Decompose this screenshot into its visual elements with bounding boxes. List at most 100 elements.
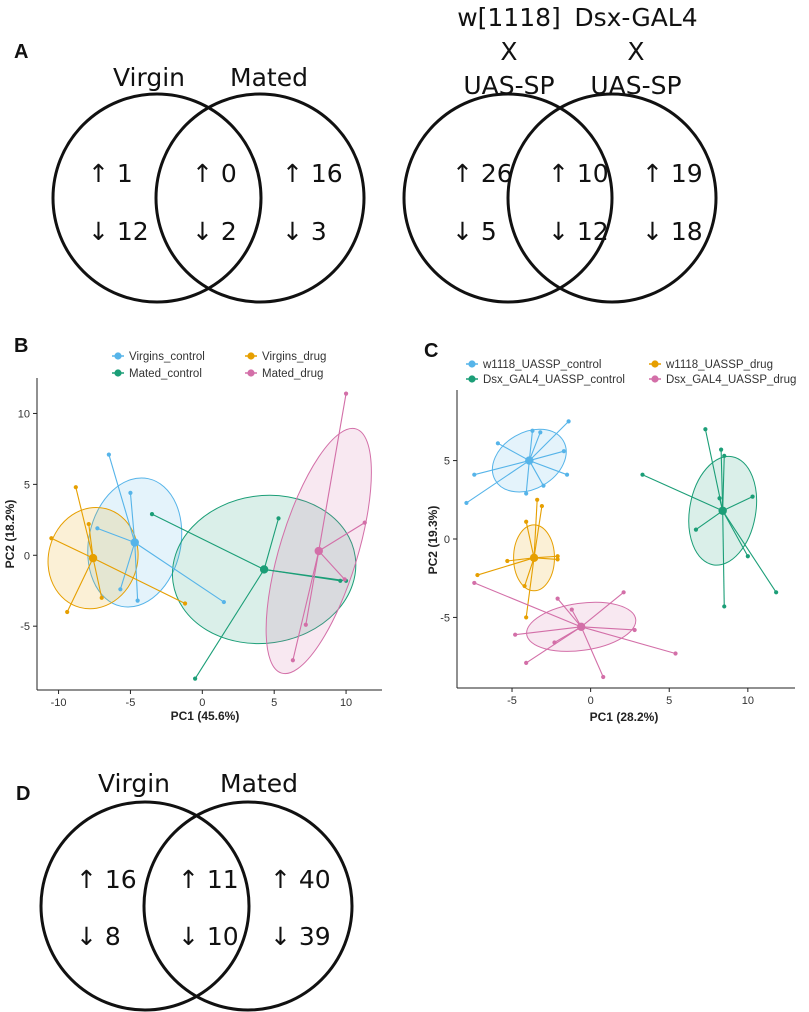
pca-c-spoke-0-5 (529, 450, 565, 462)
pca-c-point-3-6 (524, 660, 529, 666)
pca-c-point-2-6 (693, 527, 699, 532)
venn-a2-mid-up: ↑ 10 (548, 159, 609, 188)
venn-a2-left-up: ↑ 26 (452, 159, 513, 188)
pca-b-legend-item-0: Virgins_control (112, 351, 205, 363)
pca-b-point-1-2 (49, 536, 54, 541)
venn-a2-right-label-3: UAS-SP (590, 71, 681, 100)
pca-c-point-0-4 (566, 419, 571, 424)
venn-d-right-up: ↑ 40 (270, 865, 331, 894)
panel-letter-c: C (424, 340, 438, 362)
pca-c-legend-item-1: w1118_UASSP_drug (649, 359, 773, 371)
pca-b-point-3-3 (290, 658, 295, 663)
venn-a2-right-label-1: Dsx-GAL4 (574, 3, 697, 32)
pca-b-point-0-2 (95, 526, 100, 531)
pca-b-spokes (51, 393, 366, 679)
pca-c-point-0-2 (530, 428, 535, 433)
pca-c-point-3-4 (513, 632, 518, 637)
pca-b-y-label: PC2 (18.2%) (3, 500, 17, 569)
pca-c-spoke-0-9 (466, 460, 530, 504)
pca-b-y-tick-label-0: -5 (20, 621, 30, 633)
pca-b-point-0-5 (221, 599, 226, 605)
pca-b-legend-key-1 (247, 352, 255, 360)
pca-c-point-3-3 (472, 580, 477, 586)
venn-a1-mid-up: ↑ 0 (192, 159, 237, 188)
venn-a1-right-down: ↓ 3 (282, 217, 327, 246)
pca-c-axes: -5 0 5 10 -5 0 5 PC1 (28.2%) PC2 (19.3%) (426, 390, 795, 724)
pca-c-centroid-1 (529, 553, 539, 563)
pca-c-spoke-3-7 (580, 626, 604, 678)
pca-b-spoke-1-5 (92, 557, 186, 604)
pca-c-y-tick-label-2: 5 (444, 456, 450, 468)
venn-d-right-circle (142, 800, 354, 1012)
pca-c-point-2-0 (703, 427, 708, 432)
pca-b-legend-key-2 (114, 369, 122, 377)
venn-a2-left-circle (402, 92, 614, 304)
pca-c-point-2-1 (719, 447, 724, 452)
venn-d-mid-up: ↑ 11 (178, 865, 239, 894)
pca-c-spoke-2-6 (695, 510, 724, 531)
pca-b-spoke-3-4 (305, 550, 320, 625)
pca-c-point-3-0 (621, 590, 626, 595)
venn-d-virgin-mated: Virgin Mated ↑ 16 ↓ 8 ↑ 11 ↓ 10 ↑ 40 ↓ 3… (39, 769, 354, 1012)
pca-c-spoke-1-2 (525, 521, 535, 558)
pca-b-x-tick-label-0: -10 (51, 697, 67, 709)
pca-b-spoke-2-0 (151, 513, 265, 570)
venn-a1-left-up: ↑ 1 (88, 159, 133, 188)
pca-b-centroid-2 (259, 565, 269, 574)
pca-c-spoke-2-3 (642, 474, 723, 512)
pca-b-point-1-3 (65, 609, 70, 615)
pca-c-centroid-0 (525, 456, 534, 465)
venn-d-mid-down: ↓ 10 (178, 922, 239, 951)
pca-b-legend-label-1: Virgins_drug (262, 351, 326, 363)
pca-c-spoke-2-1 (720, 449, 724, 511)
pca-b-point-1-1 (86, 521, 91, 527)
venn-d-right-down: ↓ 39 (270, 922, 331, 951)
pca-b-centroid-0 (130, 538, 139, 547)
pca-b-point-3-2 (342, 577, 347, 582)
pca-c-point-3-9 (632, 627, 637, 633)
pca-c-spoke-3-4 (515, 626, 582, 636)
pca-b-spoke-3-1 (318, 522, 366, 552)
pca-c-legend: w1118_UASSP_control w1118_UASSP_drug Dsx_G… (466, 359, 796, 386)
pca-b-legend-label-2: Mated_control (129, 368, 202, 380)
pca-c-spoke-2-7 (722, 510, 749, 557)
pca-c-point-0-5 (561, 449, 567, 454)
pca-c-point-0-3 (538, 430, 543, 435)
pca-c-centroid-3 (576, 622, 586, 632)
pca-b-point-2-4 (193, 676, 198, 681)
pca-c-spoke-1-8 (525, 557, 535, 618)
pca-b-spoke-0-0 (108, 454, 136, 543)
pca-c-spoke-0-4 (528, 420, 570, 461)
pca-b-point-0-3 (118, 587, 123, 592)
pca-b-legend-key-3 (247, 369, 255, 377)
pca-c-point-3-5 (552, 640, 557, 645)
pca-c-point-1-2 (524, 519, 529, 524)
panel-letter-b: B (14, 335, 28, 357)
pca-c-spoke-3-6 (525, 626, 582, 664)
pca-c-point-0-7 (541, 483, 546, 488)
pca-b-spoke-0-5 (134, 542, 225, 603)
pca-c-spoke-3-3 (474, 582, 582, 628)
pca-c-spoke-1-7 (477, 557, 535, 576)
venn-a-genotypes: w[1118] X UAS-SP Dsx-GAL4 X UAS-SP ↑ 26 … (402, 3, 718, 304)
pca-b-point-3-0 (343, 391, 349, 396)
pca-c-spoke-1-1 (533, 499, 538, 558)
pca-c-x-tick-label-2: 5 (666, 695, 672, 707)
venn-a2-left-label-2: X (500, 37, 517, 66)
pca-c-point-2-5 (717, 496, 722, 501)
pca-b-x-tick-label-4: 10 (340, 697, 352, 709)
pca-c-spoke-0-0 (474, 460, 530, 476)
pca-c-point-1-5 (555, 557, 560, 562)
venn-a1-left-label: Virgin (113, 63, 185, 92)
pca-b-legend-item-3: Mated_drug (245, 368, 323, 380)
pca-chart-c: w1118_UASSP_control w1118_UASSP_drug Dsx_G… (426, 359, 796, 724)
venn-a2-left-down: ↓ 5 (452, 217, 497, 246)
pca-b-centroid-1 (88, 553, 98, 563)
pca-c-point-2-8 (774, 590, 779, 595)
venn-a1-left-circle (51, 92, 263, 304)
venn-a2-right-circle (506, 92, 718, 304)
venn-a1-right-up: ↑ 16 (282, 159, 343, 188)
pca-b-legend-label-3: Mated_drug (262, 368, 323, 380)
pca-c-point-2-3 (640, 472, 645, 477)
pca-c-point-3-8 (673, 651, 678, 656)
